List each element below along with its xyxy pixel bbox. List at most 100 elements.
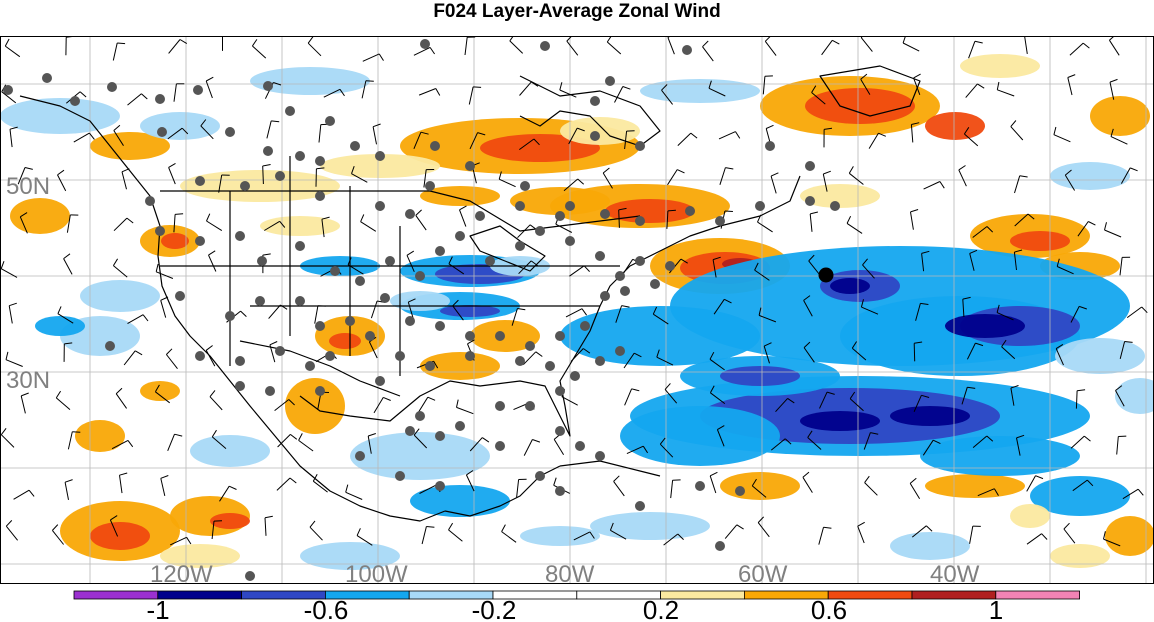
- anomaly-region: [890, 406, 970, 426]
- wind-barb-flag: [433, 360, 439, 369]
- anomaly-region: [1030, 476, 1130, 516]
- wind-barb: [965, 83, 978, 98]
- wind-barb: [127, 93, 142, 106]
- wind-barb: [1070, 435, 1085, 449]
- wind-barb-flag: [79, 91, 87, 98]
- anomaly-region: [90, 132, 170, 160]
- wind-barb-flag: [351, 166, 355, 174]
- wind-barb-flag: [667, 209, 676, 212]
- wind-barb: [613, 481, 625, 497]
- anomaly-region: [1115, 378, 1154, 414]
- wind-barb-flag: [642, 445, 649, 454]
- anomaly-region: [1055, 338, 1145, 374]
- wind-barb-flag: [758, 307, 762, 316]
- wind-barb-flag: [448, 522, 454, 531]
- wind-barb: [73, 132, 90, 143]
- wind-barb-flag: [368, 433, 376, 437]
- station-dot: [157, 127, 167, 137]
- anomaly-region: [90, 522, 150, 550]
- anomaly-region: [510, 187, 610, 215]
- wind-barb: [623, 352, 635, 369]
- wind-barb-flag: [264, 515, 273, 519]
- anomaly-region: [285, 378, 345, 434]
- wind-barb: [63, 258, 73, 275]
- wind-barb-flag: [312, 473, 318, 482]
- map-grid-labels: 50N 30N 120W 100W 80W 60W 40W: [6, 173, 980, 584]
- station-dot: [265, 386, 275, 396]
- wind-barb: [407, 301, 414, 320]
- wind-barb: [709, 358, 725, 371]
- wind-barb: [569, 265, 585, 277]
- anomaly-region: [925, 474, 1025, 498]
- wind-barb-flag: [784, 438, 792, 445]
- wind-barb-flag: [857, 521, 865, 527]
- wind-barb: [819, 391, 828, 409]
- wind-barb-flag: [228, 485, 237, 490]
- wind-barb-flag: [652, 306, 658, 315]
- colorbar-tick-label: 0.2: [643, 595, 679, 622]
- station-dot: [315, 386, 325, 396]
- anomaly-region: [520, 526, 600, 546]
- wind-barb-flag: [621, 305, 630, 308]
- station-dot: [525, 341, 535, 351]
- wind-barb: [356, 535, 373, 546]
- anomaly-region: [420, 352, 500, 380]
- wind-barb: [1103, 538, 1121, 547]
- wind-barb: [464, 37, 468, 56]
- wind-barb-flag: [360, 214, 365, 222]
- anomaly-region: [720, 472, 800, 500]
- wind-barb: [1067, 77, 1073, 96]
- wind-barb-flag: [1115, 385, 1123, 391]
- wind-barb: [615, 305, 623, 323]
- wind-barb-flag: [860, 73, 868, 80]
- wind-barb-flag: [448, 256, 453, 265]
- wind-barb-flag: [126, 217, 134, 224]
- wind-barb: [666, 210, 669, 229]
- station-dot: [365, 331, 375, 341]
- wind-barb: [469, 132, 479, 150]
- wind-barb: [568, 127, 578, 145]
- wind-barb: [362, 53, 380, 62]
- wind-barb-flag: [802, 471, 810, 478]
- wind-barb-flag: [832, 39, 840, 45]
- wind-barb-flag: [271, 120, 280, 123]
- wind-barb: [1016, 437, 1021, 456]
- wind-barb: [459, 209, 467, 227]
- station-dot: [430, 141, 440, 151]
- wind-barb-flag: [1088, 221, 1096, 226]
- wind-barb: [809, 213, 813, 232]
- wind-barb-flag: [709, 385, 715, 394]
- anomaly-region: [590, 512, 710, 540]
- wind-barb: [802, 477, 813, 493]
- station-dot: [545, 361, 555, 371]
- anomaly-region: [260, 216, 340, 236]
- anomaly-region: [960, 54, 1040, 78]
- station-dot: [425, 361, 435, 371]
- wind-barb-flag: [52, 524, 59, 531]
- wind-barb-flag: [709, 351, 715, 360]
- wind-barb-flag: [112, 258, 119, 266]
- colorbar-swatch: [995, 590, 1080, 600]
- station-dot: [805, 196, 815, 206]
- wind-barb-flag: [939, 181, 945, 189]
- anomaly-region: [890, 532, 970, 560]
- wind-barb-flag: [870, 432, 879, 435]
- station-dot: [240, 181, 250, 191]
- wind-barb: [205, 350, 216, 367]
- wind-barb-flag: [974, 40, 983, 44]
- wind-barb-flag: [160, 475, 169, 479]
- anomaly-region: [1010, 504, 1050, 528]
- station-dot: [635, 256, 645, 266]
- wind-barb-flag: [121, 168, 130, 173]
- wind-barb-flag: [251, 39, 258, 47]
- station-dot: [535, 226, 545, 236]
- anomaly-region: [1050, 162, 1130, 190]
- wind-barb: [966, 342, 976, 360]
- wind-barb-flag: [851, 341, 858, 349]
- station-dot: [435, 481, 445, 491]
- wind-barb: [1056, 266, 1074, 275]
- wind-barb: [857, 526, 865, 544]
- wind-barb: [0, 434, 15, 448]
- wind-barb: [67, 431, 73, 450]
- station-dot: [225, 311, 235, 321]
